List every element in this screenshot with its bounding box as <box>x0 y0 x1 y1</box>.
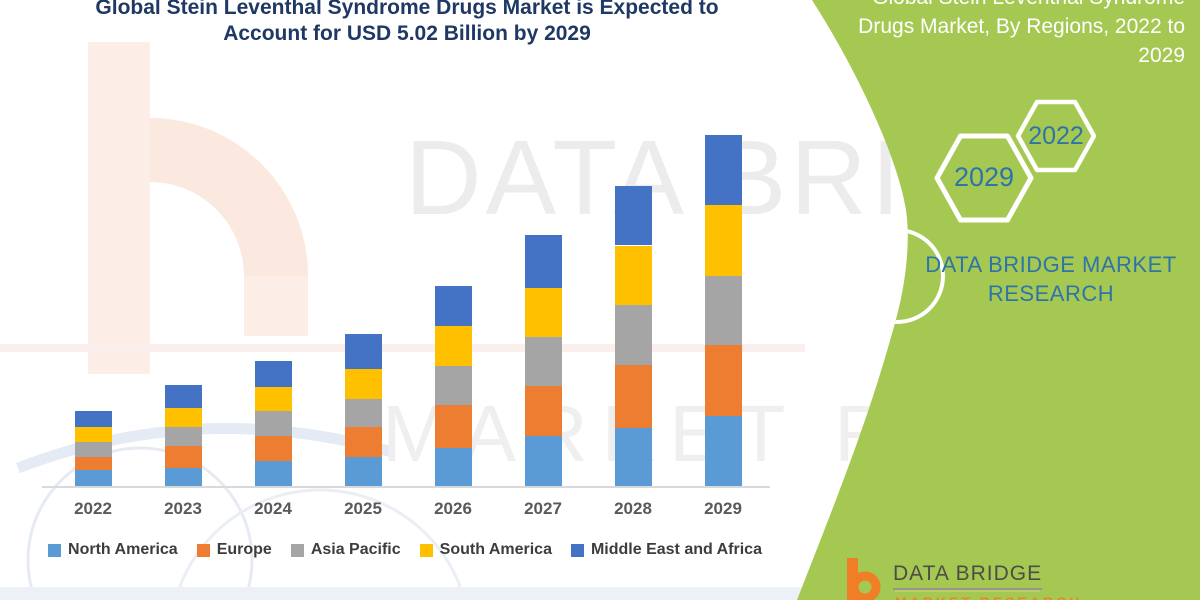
watermark-stripe <box>0 344 805 352</box>
bar-segment-asia-pacific-2029 <box>704 275 742 346</box>
legend-item-asia-pacific: Asia Pacific <box>290 541 401 559</box>
legend-label: Middle East and Africa <box>590 541 762 558</box>
chart-title: Global Stein Leventhal Syndrome Drugs Ma… <box>7 0 807 47</box>
footer-logo-name: DATA BRIDGE <box>893 562 1043 590</box>
legend-swatch-asia-pacific <box>290 543 304 557</box>
legend-item-middle-east-and-africa: Middle East and Africa <box>570 541 762 559</box>
bar-segment-north-america-2026 <box>434 447 472 487</box>
watermark-circle <box>173 488 467 600</box>
bar-segment-europe-2024 <box>254 435 292 462</box>
x-axis-label-2025: 2025 <box>344 499 382 518</box>
watermark-swoosh <box>16 423 394 474</box>
footer-logo-sub: MARKET RESEARCH <box>895 594 1082 600</box>
bar-segment-asia-pacific-2027 <box>524 336 562 386</box>
watermark-logo-b <box>88 42 308 374</box>
bar-segment-south-america-2025 <box>344 369 382 399</box>
bar-segment-middle-east-and-africa-2027 <box>524 234 562 289</box>
bar-segment-asia-pacific-2023 <box>164 426 202 446</box>
legend-swatch-north-america <box>48 543 62 557</box>
x-axis-label-2024: 2024 <box>254 499 292 518</box>
legend-label: North America <box>68 541 178 558</box>
x-axis-label-2028: 2028 <box>614 499 652 518</box>
x-axis-label-2029: 2029 <box>704 499 742 518</box>
logo-b-icon <box>847 558 881 600</box>
x-axis-label-2023: 2023 <box>164 499 202 518</box>
watermark-bottom-band <box>0 587 812 600</box>
bar-segment-asia-pacific-2022 <box>74 442 112 457</box>
chart-title-line2: Account for USD 5.02 Billion by 2029 <box>223 22 591 45</box>
bar-segment-north-america-2023 <box>164 468 202 487</box>
bar-segment-north-america-2029 <box>704 416 742 487</box>
bar-segment-south-america-2024 <box>254 386 292 412</box>
legend-item-europe: Europe <box>196 541 272 559</box>
bar-segment-asia-pacific-2025 <box>344 398 382 427</box>
chart-title-line1: Global Stein Leventhal Syndrome Drugs Ma… <box>95 0 719 19</box>
bar-segment-north-america-2025 <box>344 456 382 487</box>
legend-swatch-europe <box>196 543 210 557</box>
bar-segment-south-america-2023 <box>164 408 202 427</box>
chart-legend: North America Europe Asia Pacific South Ame… <box>20 541 790 559</box>
bar-segment-asia-pacific-2024 <box>254 411 292 436</box>
footer-logo: DATA BRIDGE MARKET RESEARCH <box>843 556 1143 600</box>
bar-segment-north-america-2024 <box>254 461 292 487</box>
bar-segment-europe-2022 <box>74 456 112 471</box>
bar-segment-middle-east-and-africa-2025 <box>344 333 382 370</box>
legend-swatch-south-america <box>419 543 433 557</box>
bar-segment-middle-east-and-africa-2028 <box>614 185 652 246</box>
bar-segment-europe-2029 <box>704 345 742 417</box>
bar-segment-north-america-2028 <box>614 428 652 487</box>
bar-segment-south-america-2027 <box>524 288 562 337</box>
bar-segment-south-america-2029 <box>704 205 742 276</box>
watermark-circle <box>26 446 254 600</box>
bar-segment-middle-east-and-africa-2022 <box>74 411 112 427</box>
bar-segment-europe-2025 <box>344 426 382 457</box>
legend-item-south-america: South America <box>419 541 552 559</box>
bar-segment-south-america-2028 <box>614 245 652 306</box>
legend-label: Europe <box>216 541 272 558</box>
bar-segment-middle-east-and-africa-2024 <box>254 361 292 387</box>
bar-segment-middle-east-and-africa-2029 <box>704 134 742 206</box>
legend-item-north-america: North America <box>48 541 178 559</box>
bar-segment-south-america-2022 <box>74 426 112 443</box>
bar-segment-north-america-2027 <box>524 435 562 487</box>
legend-swatch-middle-east-and-africa <box>570 543 584 557</box>
bar-segment-asia-pacific-2028 <box>614 305 652 365</box>
bar-segment-middle-east-and-africa-2026 <box>434 286 472 327</box>
x-axis-label-2026: 2026 <box>434 499 472 518</box>
x-axis-label-2022: 2022 <box>74 499 112 518</box>
legend-label: Asia Pacific <box>310 541 401 558</box>
bar-segment-europe-2023 <box>164 445 202 469</box>
x-axis-label-2027: 2027 <box>524 499 562 518</box>
legend-label: South America <box>439 541 552 558</box>
bar-segment-europe-2026 <box>434 404 472 448</box>
x-axis-line <box>42 486 770 488</box>
bar-segment-south-america-2026 <box>434 326 472 366</box>
bar-segment-middle-east-and-africa-2023 <box>164 385 202 409</box>
bar-segment-europe-2027 <box>524 385 562 436</box>
bar-segment-asia-pacific-2026 <box>434 365 472 405</box>
bar-segment-north-america-2022 <box>74 470 112 487</box>
bar-segment-europe-2028 <box>614 364 652 429</box>
